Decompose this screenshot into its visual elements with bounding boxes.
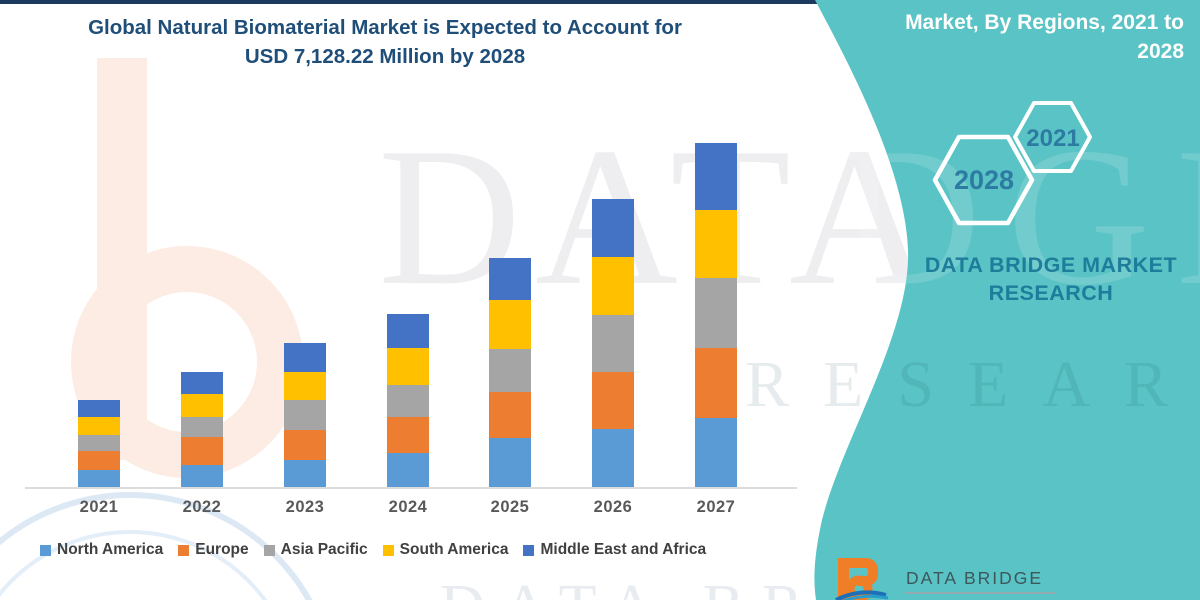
x-tick-label: 2027 xyxy=(696,498,736,516)
hexagon-2021-label: 2021 xyxy=(1026,125,1079,152)
bar-segment xyxy=(489,438,531,487)
bar-segment xyxy=(387,453,429,487)
logo-subtitle: MARKET RESEARCH xyxy=(906,598,1081,600)
x-tick-label: 2024 xyxy=(388,498,428,516)
legend-item: South America xyxy=(382,541,509,559)
watermark-text-teal: DGE xyxy=(838,107,1200,326)
bar-segment xyxy=(181,394,223,417)
logo-text: DATA BRIDGE MARKET RESEARCH xyxy=(906,568,1081,600)
bar-segment xyxy=(489,300,531,349)
stacked-bar-2026 xyxy=(592,199,634,487)
bar-segment xyxy=(387,417,429,453)
legend-item: Europe xyxy=(178,541,249,559)
hexagon-2021-icon xyxy=(1013,101,1092,173)
x-tick-label: 2023 xyxy=(285,498,325,516)
bar-segment xyxy=(695,143,737,210)
legend-item: Middle East and Africa xyxy=(523,541,706,559)
x-tick-label: 2025 xyxy=(490,498,530,516)
chart-title-line2: USD 7,128.22 Million by 2028 xyxy=(244,45,526,69)
stacked-bar-2025 xyxy=(489,258,531,487)
bar-segment xyxy=(489,349,531,392)
bar-segment xyxy=(78,451,120,470)
bar-segment xyxy=(284,400,326,430)
watermark-swoosh-arc-outer xyxy=(0,492,313,600)
bar-segment xyxy=(78,417,120,435)
legend-label: South America xyxy=(399,541,509,558)
chart-title: Global Natural Biomaterial Market is Exp… xyxy=(55,13,715,71)
legend-swatch-icon xyxy=(523,544,535,556)
bar-segment xyxy=(181,417,223,437)
bar-segment xyxy=(284,372,326,400)
legend-swatch-icon xyxy=(263,544,275,556)
teal-panel-shape xyxy=(814,0,1200,600)
bar-segment xyxy=(695,210,737,278)
bar-segment xyxy=(78,470,120,487)
x-axis-line xyxy=(25,487,797,489)
legend-label: North America xyxy=(57,541,164,558)
bar-segment xyxy=(695,278,737,348)
chart-legend: North America Europe Asia Pacific South Ame… xyxy=(40,540,706,560)
top-accent-bar xyxy=(0,0,1200,4)
bar-segment xyxy=(284,460,326,487)
logo-name: DATA BRIDGE xyxy=(906,568,1044,588)
stacked-bar-2021 xyxy=(78,400,120,487)
data-bridge-logo: DATA BRIDGE MARKET RESEARCH xyxy=(834,546,1081,600)
bar-segment xyxy=(592,429,634,487)
legend-swatch-icon xyxy=(382,544,394,556)
bar-segment xyxy=(387,385,429,417)
legend-label: Middle East and Africa xyxy=(540,541,707,558)
bar-segment xyxy=(695,348,737,418)
x-tick-label: 2021 xyxy=(79,498,119,516)
bar-segment xyxy=(387,348,429,385)
stacked-bar-2022 xyxy=(181,372,223,487)
bar-segment xyxy=(181,372,223,394)
panel-heading-line2: 2028 xyxy=(1137,39,1184,63)
bar-segment xyxy=(489,392,531,438)
chart-title-line1: Global Natural Biomaterial Market is Exp… xyxy=(88,16,682,39)
brand-text-line2: RESEARCH xyxy=(988,280,1114,305)
bar-segment xyxy=(592,372,634,429)
legend-item: North America xyxy=(40,541,163,559)
legend-label: Asia Pacific xyxy=(280,541,368,558)
bar-segment xyxy=(592,199,634,257)
bar-segment xyxy=(181,437,223,465)
legend-label: Europe xyxy=(195,541,249,558)
bar-segment xyxy=(78,400,120,417)
brand-text: DATA BRIDGE MARKET RESEARCH xyxy=(912,252,1190,308)
bar-segment xyxy=(489,258,531,300)
bar-segment xyxy=(78,435,120,451)
panel-heading-line1: Market, By Regions, 2021 to xyxy=(905,11,1184,34)
stacked-bar-2023 xyxy=(284,343,326,487)
watermark-text-research: RESEARCH xyxy=(745,348,1200,421)
legend-item: Asia Pacific xyxy=(263,541,368,559)
legend-swatch-icon xyxy=(178,544,190,556)
data-bridge-logo-icon xyxy=(835,558,889,600)
bar-segment xyxy=(592,257,634,315)
bar-segment xyxy=(284,343,326,372)
bar-segment xyxy=(181,465,223,487)
bar-segment xyxy=(387,314,429,348)
bar-segment xyxy=(592,315,634,372)
hexagon-2028-icon xyxy=(932,134,1035,226)
watermark-swoosh-arc-inner xyxy=(0,530,268,600)
stacked-bar-2024 xyxy=(387,314,429,487)
panel-heading: Market, By Regions, 2021 to 2028 xyxy=(824,9,1184,67)
legend-swatch-icon xyxy=(40,544,51,556)
bar-segment xyxy=(284,430,326,460)
x-tick-label: 2022 xyxy=(182,498,222,516)
logo-divider xyxy=(906,592,1056,594)
brand-text-line1: DATA BRIDGE MARKET xyxy=(924,253,1178,277)
hexagon-2028-label: 2028 xyxy=(954,165,1014,195)
stacked-bar-2027 xyxy=(695,143,737,487)
bar-segment xyxy=(695,418,737,487)
x-tick-label: 2026 xyxy=(593,498,633,516)
